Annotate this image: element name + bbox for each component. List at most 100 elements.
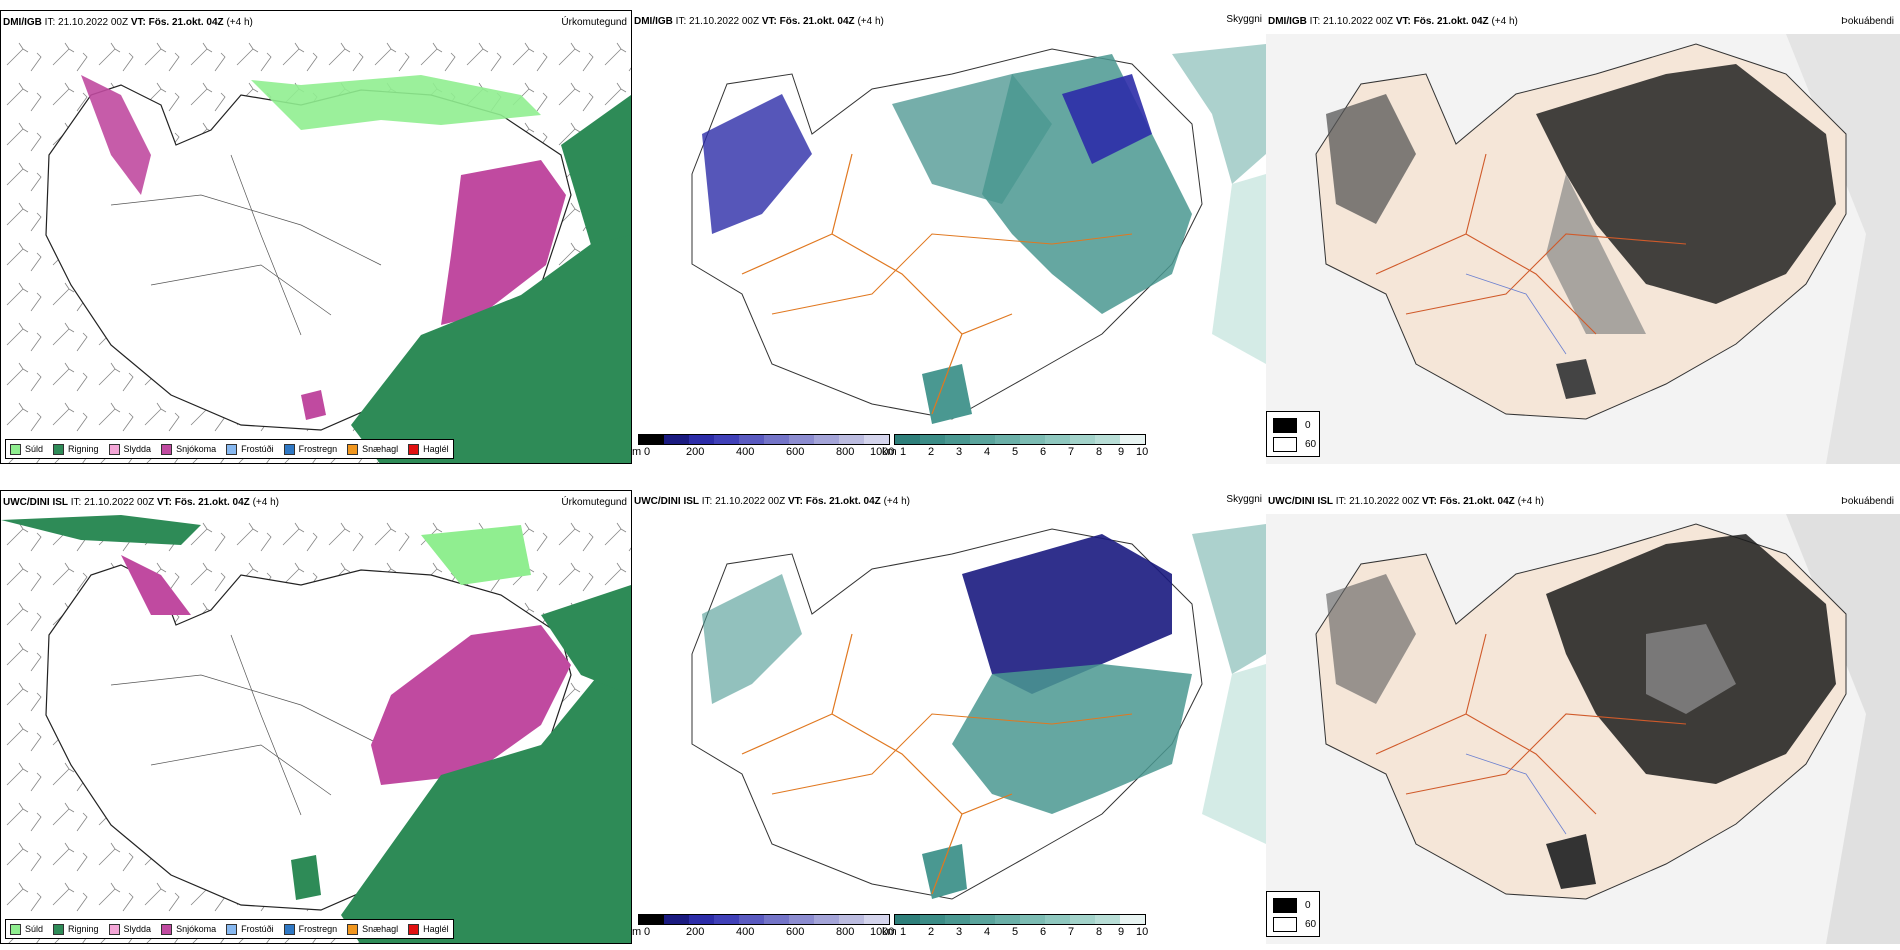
legend-item-freezing-drizzle: Frostúði — [226, 443, 274, 455]
legend-swatch — [108, 923, 120, 935]
visibility-tick: 4 — [984, 926, 991, 938]
ceiling-colorbar: m 0 200 400 600 800 1000 — [632, 914, 932, 944]
legend-swatch — [226, 443, 238, 455]
visibility-tick: 9 — [1118, 926, 1125, 938]
legend-item-freezing-rain: Frostregn — [283, 443, 337, 455]
visibility-ticks: 1 2 3 4 5 6 7 8 9 10 — [900, 446, 1150, 460]
ceiling-unit: m — [632, 926, 642, 938]
ceiling-tick: 1000 — [870, 926, 895, 938]
ceiling-tick: 0 — [644, 446, 651, 458]
ceiling-visibility-map — [691, 44, 1266, 424]
ceiling-tick: 0 — [644, 926, 651, 938]
panel-title: Þokuábendi — [1841, 496, 1894, 507]
legend-swatch — [161, 443, 173, 455]
legend-swatch — [108, 443, 120, 455]
legend-swatch — [53, 443, 65, 455]
ceiling-tick: 600 — [786, 446, 805, 458]
ceiling-tick: 800 — [836, 446, 855, 458]
cloud-visibility-panel-bottom: UWC/DINI ISL IT: 21.10.2022 00Z VT: Fös.… — [632, 490, 1266, 944]
panel-header: UWC/DINI ISL IT: 21.10.2022 00Z VT: Fös.… — [1268, 496, 1544, 507]
precip-legend: Súld Rigning Slydda Snjókoma Frostúði Fr… — [5, 919, 454, 939]
legend-item-snow-pellets: Snæhagl — [347, 443, 398, 455]
panel-header: DMI/IGB IT: 21.10.2022 00Z VT: Fös. 21.o… — [634, 16, 884, 27]
visibility-colorbar: km 1 2 3 4 5 6 7 8 9 10 — [882, 914, 1172, 944]
visibility-tick: 8 — [1096, 926, 1103, 938]
visibility-tick: 4 — [984, 446, 991, 458]
legend-item-snow-pellets: Snæhagl — [347, 923, 398, 935]
fog-key-top: 0 60 — [1266, 411, 1320, 457]
fog-map — [1266, 514, 1900, 944]
legend-swatch — [283, 443, 295, 455]
legend-swatch — [10, 923, 21, 935]
visibility-ticks: 1 2 3 4 5 6 7 8 9 10 — [900, 926, 1150, 940]
legend-swatch — [408, 923, 420, 935]
ceiling-unit: m — [632, 446, 642, 458]
legend-swatch — [226, 923, 238, 935]
fog-swatch-high — [1273, 917, 1297, 932]
ceiling-tick: 1000 — [870, 446, 895, 458]
legend-item-sleet: Slydda — [108, 923, 151, 935]
precip-type-panel-top: DMI/IGB IT: 21.10.2022 00Z VT: Fös. 21.o… — [0, 10, 632, 464]
ceiling-tick: 200 — [686, 926, 705, 938]
cloud-visibility-panel-top: DMI/IGB IT: 21.10.2022 00Z VT: Fös. 21.o… — [632, 10, 1266, 464]
precip-legend: Súld Rigning Slydda Snjókoma Frostúði Fr… — [5, 439, 454, 459]
visibility-tick: 1 — [900, 926, 907, 938]
legend-item-hail: Haglél — [408, 443, 449, 455]
fog-map — [1266, 34, 1900, 464]
panel-header: UWC/DINI ISL IT: 21.10.2022 00Z VT: Fös.… — [634, 496, 910, 507]
legend-item-freezing-rain: Frostregn — [283, 923, 337, 935]
precip-map — [1, 35, 631, 463]
fog-key-bottom: 0 60 — [1266, 891, 1320, 937]
legend-swatch — [408, 443, 420, 455]
legend-swatch — [347, 923, 359, 935]
precip-map — [1, 515, 631, 943]
fog-swatch-high — [1273, 437, 1297, 452]
visibility-tick: 3 — [956, 926, 963, 938]
panel-header: UWC/DINI ISL IT: 21.10.2022 00Z VT: Fös.… — [3, 497, 279, 508]
legend-item-rain: Rigning — [53, 923, 99, 935]
legend-swatch — [161, 923, 173, 935]
visibility-tick: 6 — [1040, 926, 1047, 938]
panel-title: Úrkomutegund — [561, 497, 627, 508]
legend-swatch — [283, 923, 295, 935]
legend-item-drizzle: Súld — [10, 923, 43, 935]
ceiling-tick: 400 — [736, 446, 755, 458]
panel-header: DMI/IGB IT: 21.10.2022 00Z VT: Fös. 21.o… — [1268, 16, 1518, 27]
fog-indicator-panel-top: DMI/IGB IT: 21.10.2022 00Z VT: Fös. 21.o… — [1266, 10, 1900, 464]
legend-swatch — [53, 923, 65, 935]
visibility-tick: 7 — [1068, 926, 1075, 938]
ceiling-visibility-map — [691, 524, 1266, 900]
visibility-unit: km — [882, 446, 897, 458]
legend-item-hail: Haglél — [408, 923, 449, 935]
precip-type-panel-bottom: UWC/DINI ISL IT: 21.10.2022 00Z VT: Fös.… — [0, 490, 632, 944]
legend-swatch — [347, 443, 359, 455]
legend-item-snow: Snjókoma — [161, 443, 216, 455]
fog-indicator-panel-bottom: UWC/DINI ISL IT: 21.10.2022 00Z VT: Fös.… — [1266, 490, 1900, 944]
visibility-tick: 10 — [1136, 926, 1149, 938]
panel-title: Úrkomutegund — [561, 17, 627, 28]
legend-item-rain: Rigning — [53, 443, 99, 455]
ceiling-tick: 800 — [836, 926, 855, 938]
visibility-tick: 9 — [1118, 446, 1125, 458]
legend-item-drizzle: Súld — [10, 443, 43, 455]
visibility-tick: 6 — [1040, 446, 1047, 458]
panel-title: Þokuábendi — [1841, 16, 1894, 27]
visibility-tick: 5 — [1012, 926, 1019, 938]
panel-title: Skyggni — [1226, 14, 1262, 25]
fog-swatch-low — [1273, 898, 1297, 913]
visibility-tick: 2 — [928, 926, 935, 938]
legend-item-sleet: Slydda — [108, 443, 151, 455]
legend-swatch — [10, 443, 21, 455]
ceiling-ticks: 0 200 400 600 800 1000 — [644, 926, 894, 940]
legend-item-freezing-drizzle: Frostúði — [226, 923, 274, 935]
visibility-tick: 1 — [900, 446, 907, 458]
panel-header: DMI/IGB IT: 21.10.2022 00Z VT: Fös. 21.o… — [3, 17, 253, 28]
ceiling-tick: 200 — [686, 446, 705, 458]
legend-item-snow: Snjókoma — [161, 923, 216, 935]
visibility-tick: 3 — [956, 446, 963, 458]
visibility-tick: 7 — [1068, 446, 1075, 458]
ceiling-tick: 400 — [736, 926, 755, 938]
panel-title: Skyggni — [1226, 494, 1262, 505]
visibility-unit: km — [882, 926, 897, 938]
fog-swatch-low — [1273, 418, 1297, 433]
